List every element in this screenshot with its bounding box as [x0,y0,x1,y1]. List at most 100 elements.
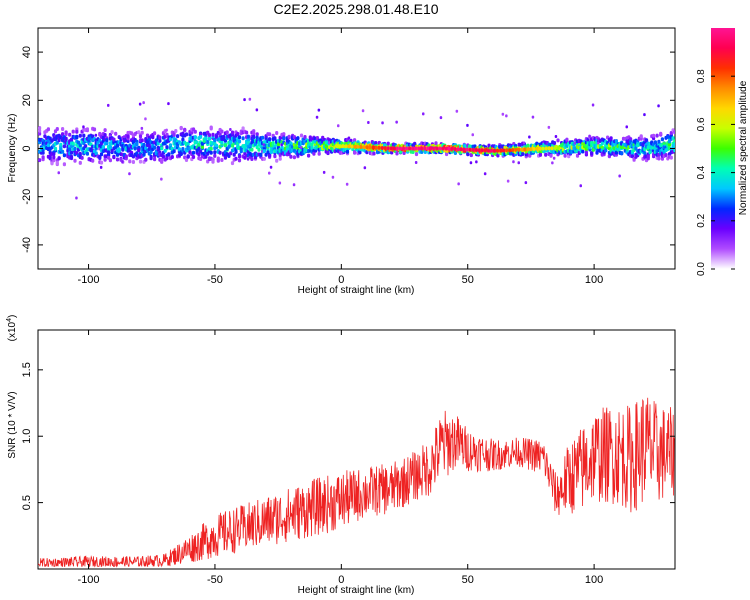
heatmap-cell [181,137,185,142]
heatmap-cell [55,161,59,165]
heatmap-cell [46,127,50,132]
x-tick-label: 0 [338,574,344,586]
heatmap-cell [505,148,509,153]
x-tick-label: -50 [207,274,223,286]
x-tick-label: 50 [462,274,474,286]
heatmap-cell [243,98,246,102]
heatmap-cell [353,150,357,155]
y-tick-label: 20 [21,94,33,106]
heatmap-cell [353,144,357,149]
heatmap-cell [441,146,445,151]
colorbar-tick-label: 0.6 [696,117,707,131]
heatmap-cell [345,149,350,154]
heatmap-cell [402,146,405,151]
heatmap-cell [299,146,303,150]
heatmap-cell [82,133,86,138]
heatmap-cell [273,136,277,141]
heatmap-cell [524,181,528,185]
heatmap-cell [535,146,539,151]
heatmap-cell [604,148,608,153]
heatmap-cell [521,152,525,156]
heatmap-cell [429,146,433,151]
heatmap-cell [423,150,427,154]
heatmap-cell [213,150,217,155]
heatmap-cell [177,147,181,152]
heatmap-cell [275,158,279,163]
heatmap-cell [246,134,250,139]
heatmap-cell [581,149,585,154]
heatmap-cell [64,130,68,135]
colorbar: 0.0 0.2 0.4 0.6 0.8 Normalized spectral ampl… [696,28,749,276]
heatmap-cell [186,154,190,159]
heatmap-cell [174,129,178,133]
heatmap-cell [341,144,345,149]
heatmap-cell [296,136,300,141]
heatmap-cell [317,151,321,156]
heatmap-cell [326,150,330,155]
heatmap-cell [469,161,473,165]
heatmap-cell [85,127,89,132]
y-tick-label: -20 [21,189,33,205]
heatmap-cell [193,129,197,134]
heatmap-cell [220,140,224,145]
snr-panel: -100 -50 0 50 100 0.5 1.0 1.5 Height of straig… [6,315,676,596]
colorbar-tick-label: 0.4 [696,165,707,179]
heatmap-cell [556,138,560,143]
heatmap-cell [112,137,116,142]
heatmap-cell [268,153,272,158]
heatmap-cell [230,130,235,135]
heatmap-cell [262,149,266,154]
heatmap-cell [600,141,604,146]
heatmap-cell [432,146,436,151]
heatmap-cell [528,153,532,158]
heatmap-cell [278,181,282,185]
heatmap-cell [331,175,335,179]
heatmap-cell [55,127,59,131]
y-tick-label: 40 [21,46,33,58]
heatmap-cell [292,183,296,187]
heatmap-cell [386,146,390,151]
heatmap-cell [671,136,675,141]
heatmap-cell [82,125,85,129]
heatmap-cell [414,146,418,151]
colorbar-tick-label: 0.0 [696,262,707,276]
heatmap-cell [381,121,384,125]
heatmap-cell [399,149,403,154]
heatmap-cell [99,165,103,169]
heatmap-cell [345,182,349,186]
heatmap-cell [365,145,369,150]
heatmap-cell [99,152,104,157]
heatmap-cell [144,117,147,121]
colorbar-tick-label: 0.2 [696,213,707,227]
heatmap-cell [252,134,256,139]
heatmap-cell [584,150,588,155]
x-tick-label: 100 [585,574,603,586]
heatmap-cell [218,150,222,155]
heatmap-cell [422,112,425,116]
heatmap-cell [131,160,135,164]
heatmap-cell [280,143,283,147]
heatmap-cell [371,145,375,150]
heatmap-cell [179,125,183,130]
heatmap-cell [142,142,146,147]
heatmap-cell [117,148,121,152]
heatmap-cell [209,146,213,151]
heatmap-cell [84,144,88,149]
heatmap-cell [508,148,512,153]
heatmap-cell [511,148,515,152]
heatmap-cell [588,134,591,138]
heatmap-cell [493,148,496,153]
heatmap-cell [362,145,366,150]
heatmap-cell [124,154,128,159]
heatmap-cell [648,150,652,155]
heatmap-cell [456,147,460,152]
heatmap-cell [344,144,348,149]
heatmap-cell [190,130,194,135]
heatmap-cell [361,109,365,113]
heatmap-cell [383,146,387,151]
spectrogram-x-ticks: -100 -50 0 50 100 [78,28,603,286]
heatmap-cell [149,156,153,161]
heatmap-cell [59,142,63,147]
heatmap-cell [629,137,633,142]
heatmap-cell [353,138,357,143]
